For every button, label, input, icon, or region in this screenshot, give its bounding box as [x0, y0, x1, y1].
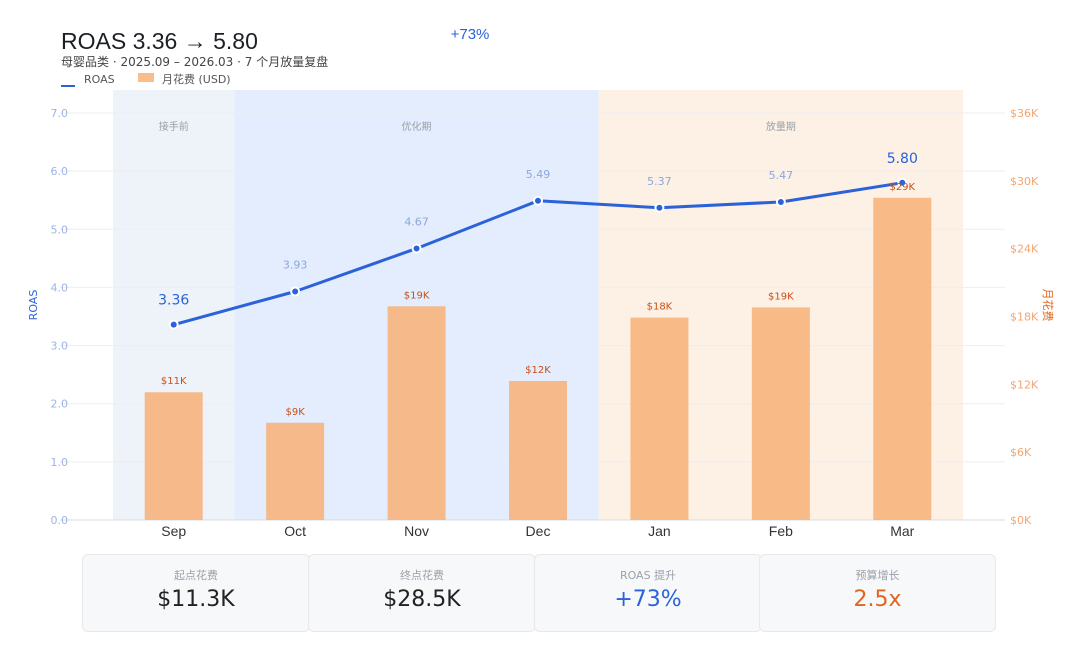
roas-value-label: 5.37	[647, 175, 672, 188]
lift-badge: +73%	[451, 26, 490, 43]
kpi-label: 预算增长	[855, 569, 900, 582]
kpi-row: 起点花费 $11.3K 终点花费 $28.5K ROAS 提升 +73% 预算增…	[82, 554, 996, 634]
legend-spend-label: 月花费 (USD)	[162, 73, 231, 86]
roas-value-label: 5.80	[887, 151, 918, 167]
y-left-tick-label: 5.0	[51, 223, 69, 236]
y-right-tick-label: $0K	[1010, 514, 1032, 527]
kpi-start-spend: 起点花费 $11.3K	[82, 554, 310, 632]
y-right-axis-title: 月花费	[1041, 289, 1054, 322]
roas-value-label: 3.36	[158, 293, 189, 309]
bar-sep	[144, 392, 203, 520]
bar-value-label: $9K	[285, 407, 305, 418]
roas-point-sep	[168, 319, 179, 330]
y-left-tick-label: 7.0	[51, 107, 69, 120]
bar-value-label: $18K	[647, 302, 673, 313]
y-left-axis-title: ROAS	[27, 290, 40, 321]
kpi-budget-growth: 预算增长 2.5x	[759, 554, 996, 632]
chart-title: ROAS 3.36 → 5.80	[61, 28, 258, 54]
bar-nov	[387, 306, 446, 520]
legend: ROAS 月花费 (USD)	[61, 73, 231, 87]
x-tick-label: Jan	[648, 523, 671, 539]
roas-value-label: 3.93	[283, 258, 308, 271]
roas-spend-chart: 接手前 优化期 放量期 0.0 1.0 2.0 3.0 4.0 5.0 6.0 7.0 $0K $6K $…	[27, 26, 1054, 539]
bar-oct	[266, 422, 325, 520]
bar-value-label: $19K	[768, 291, 794, 302]
bar-value-label: $11K	[161, 376, 187, 387]
kpi-roas-lift: ROAS 提升 +73%	[534, 554, 762, 632]
legend-roas-label: ROAS	[84, 73, 115, 86]
y-right-tick-label: $30K	[1010, 175, 1039, 188]
roas-point-mar	[897, 177, 908, 188]
y-right-tick-label: $24K	[1010, 243, 1039, 256]
bar-value-label: $29K	[889, 182, 915, 193]
y-left-tick-label: 6.0	[51, 165, 69, 178]
y-right-tick-label: $18K	[1010, 311, 1039, 324]
kpi-value: +73%	[614, 587, 682, 612]
bar-value-label: $19K	[404, 290, 430, 301]
y-right-tick-label: $36K	[1010, 107, 1039, 120]
kpi-label: ROAS 提升	[619, 569, 677, 582]
chart-subtitle: 母婴品类 · 2025.09 – 2026.03 · 7 个月放量复盘	[61, 54, 328, 69]
roas-point-dec	[533, 195, 543, 206]
y-right-tick-label: $12K	[1010, 378, 1039, 391]
y-left-tick-label: 1.0	[51, 456, 69, 469]
roas-point-jan	[654, 202, 665, 213]
phase-label: 接手前	[159, 120, 189, 133]
y-left-tick-label: 3.0	[51, 340, 69, 353]
bar-dec	[509, 380, 567, 520]
x-tick-label: Oct	[284, 523, 306, 539]
roas-point-nov	[411, 243, 422, 254]
kpi-label: 终点花费	[400, 569, 444, 582]
legend-bar-swatch	[138, 73, 154, 82]
kpi-label: 起点花费	[174, 569, 218, 582]
x-tick-label: Mar	[890, 523, 914, 539]
kpi-value: $28.5K	[383, 587, 461, 612]
x-tick-label: Feb	[769, 523, 793, 539]
kpi-end-spend: 终点花费 $28.5K	[308, 554, 536, 632]
y-left-tick-label: 0.0	[51, 514, 69, 527]
phase-label: 放量期	[766, 120, 796, 133]
bar-value-label: $12K	[525, 365, 551, 376]
roas-value-label: 5.47	[769, 169, 794, 182]
roas-value-label: 4.67	[404, 215, 429, 228]
bar-feb	[751, 307, 810, 520]
phase-label: 优化期	[402, 120, 432, 133]
kpi-value: 2.5x	[853, 587, 902, 612]
x-tick-label: Dec	[526, 523, 551, 539]
y-left-tick-label: 4.0	[51, 281, 69, 294]
bar-mar	[873, 197, 932, 520]
y-left-tick-label: 2.0	[51, 398, 69, 411]
x-tick-label: Sep	[161, 523, 186, 539]
kpi-value: $11.3K	[157, 587, 235, 612]
roas-value-label: 5.49	[526, 168, 551, 181]
x-tick-label: Nov	[404, 523, 429, 539]
bar-jan	[630, 317, 689, 520]
y-right-tick-label: $6K	[1010, 446, 1032, 459]
roas-point-feb	[775, 196, 786, 207]
roas-point-oct	[290, 286, 301, 297]
